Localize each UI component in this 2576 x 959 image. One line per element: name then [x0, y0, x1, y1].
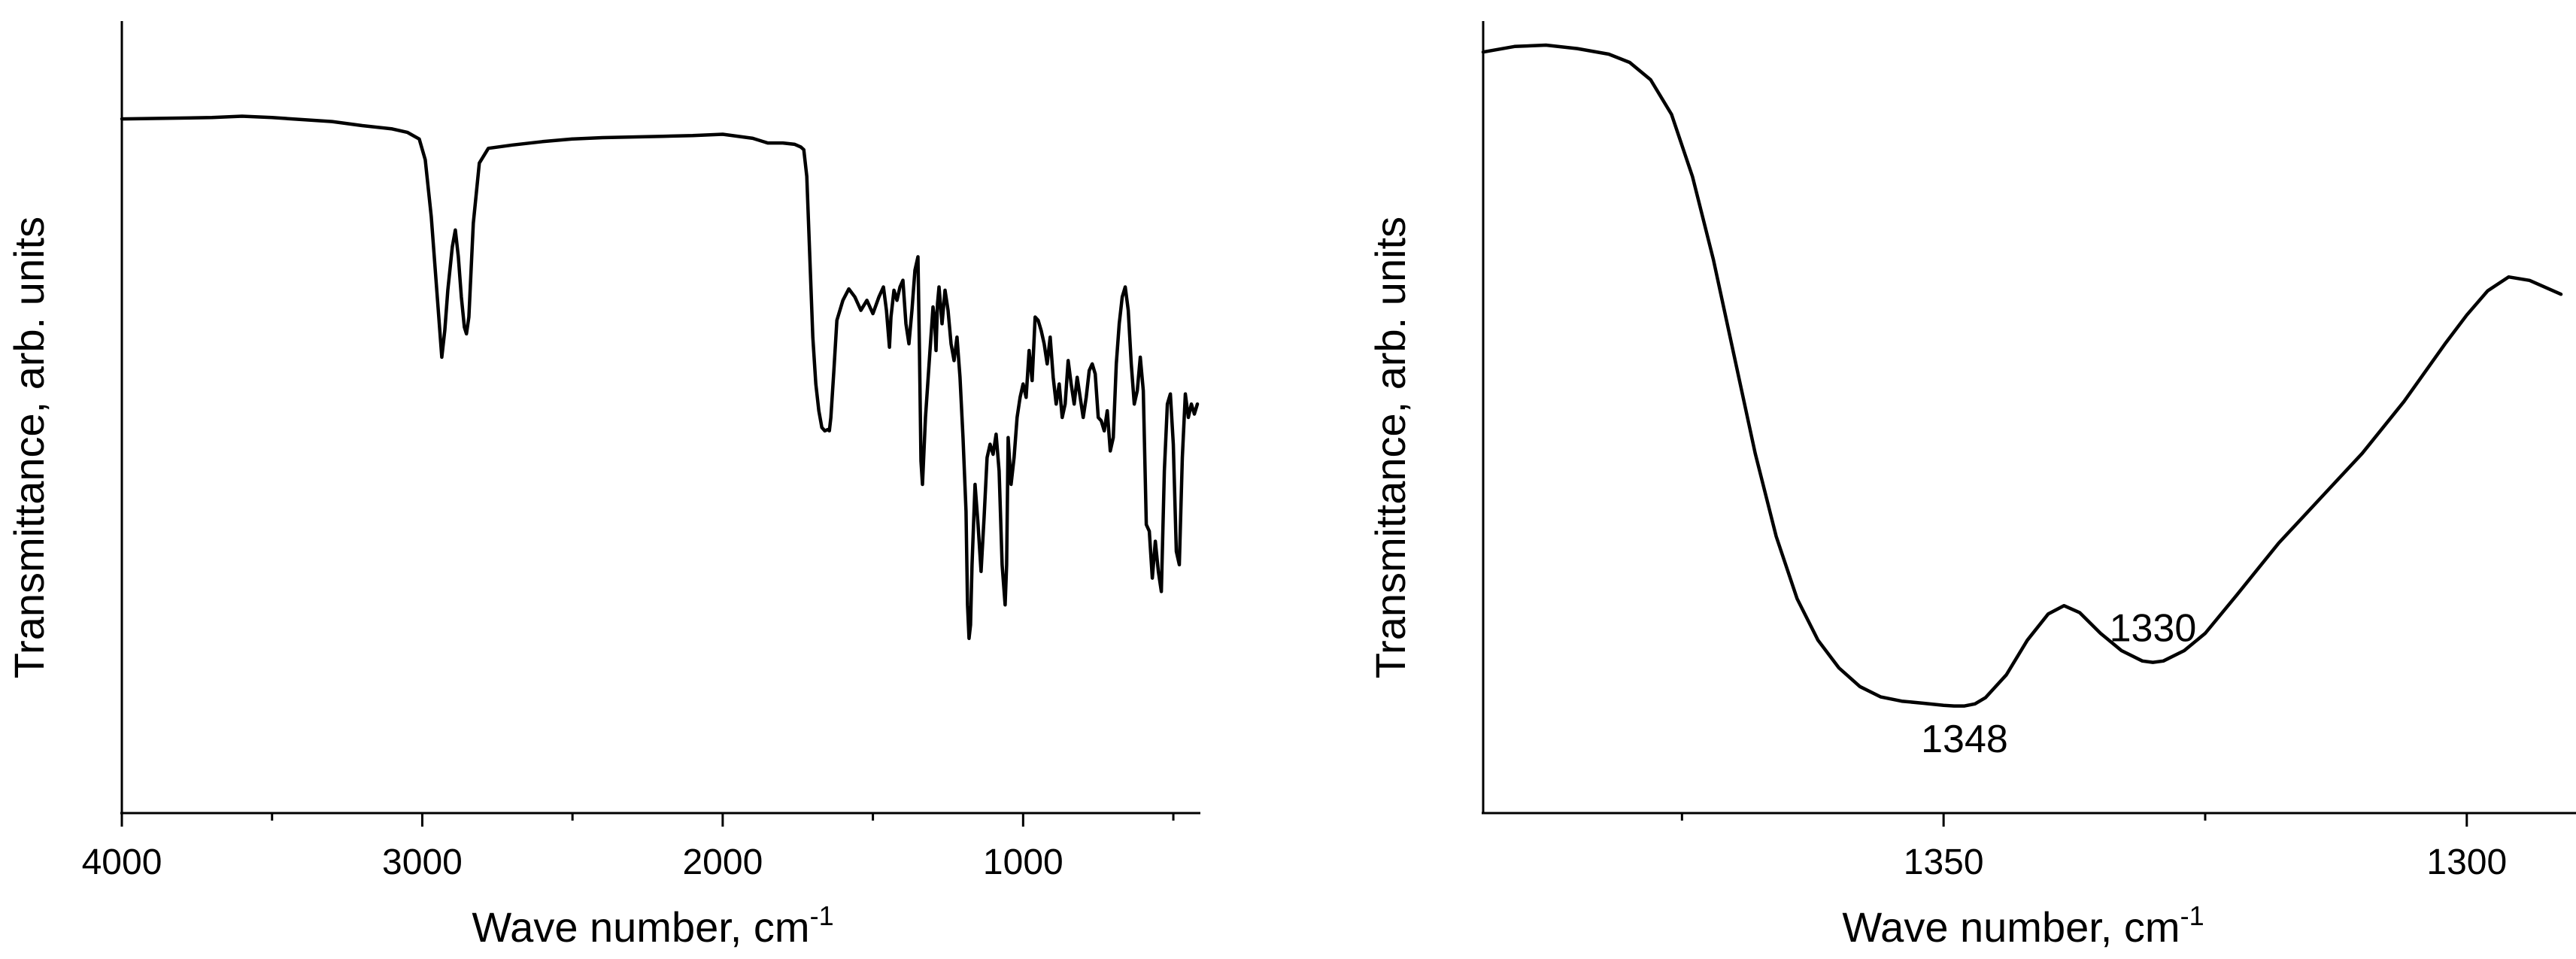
- left-x-axis-label-superscript: -1: [810, 900, 834, 931]
- right-x-axis-label: Wave number, cm-1: [1842, 900, 2204, 951]
- right-chart: 1350 1300 1348 1330 Transmittance, arb. un…: [1367, 21, 2576, 951]
- left-y-axis-label: Transmittance, arb. units: [5, 217, 53, 678]
- x-tick-label: 4000: [82, 842, 162, 882]
- right-x-axis-label-superscript: -1: [2180, 900, 2204, 931]
- left-spectrum-line: [120, 114, 1200, 640]
- peak-label: 1330: [2110, 607, 2197, 651]
- x-tick-label: 2000: [682, 842, 763, 882]
- left-x-ticks: [120, 813, 1175, 827]
- left-x-axis-label: Wave number, cm-1: [472, 900, 833, 951]
- x-tick-label: 1000: [983, 842, 1063, 882]
- x-tick-label: 1350: [1904, 842, 1984, 882]
- right-peak-annotations: 1348 1330: [1921, 607, 2196, 761]
- x-tick-label: 1300: [2426, 842, 2507, 882]
- x-tick-label: 3000: [382, 842, 463, 882]
- right-y-axis-label: Transmittance, arb. units: [1367, 217, 1414, 678]
- peak-label: 1348: [1921, 718, 2008, 761]
- left-chart: 4000 3000 2000 1000 Transmittance, arb. uni…: [5, 21, 1200, 951]
- left-x-axis-label-text: Wave number, cm: [472, 903, 809, 951]
- right-spectrum-line: [1481, 43, 2563, 708]
- left-x-tick-labels: 4000 3000 2000 1000: [82, 842, 1063, 882]
- right-x-tick-labels: 1350 1300: [1904, 842, 2507, 882]
- right-x-ticks: [1680, 813, 2468, 827]
- right-x-axis-label-text: Wave number, cm: [1842, 903, 2180, 951]
